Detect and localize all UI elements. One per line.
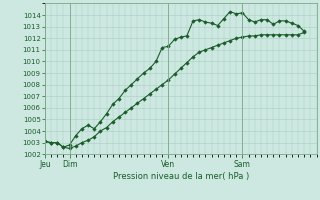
X-axis label: Pression niveau de la mer( hPa ): Pression niveau de la mer( hPa ) <box>113 172 249 181</box>
